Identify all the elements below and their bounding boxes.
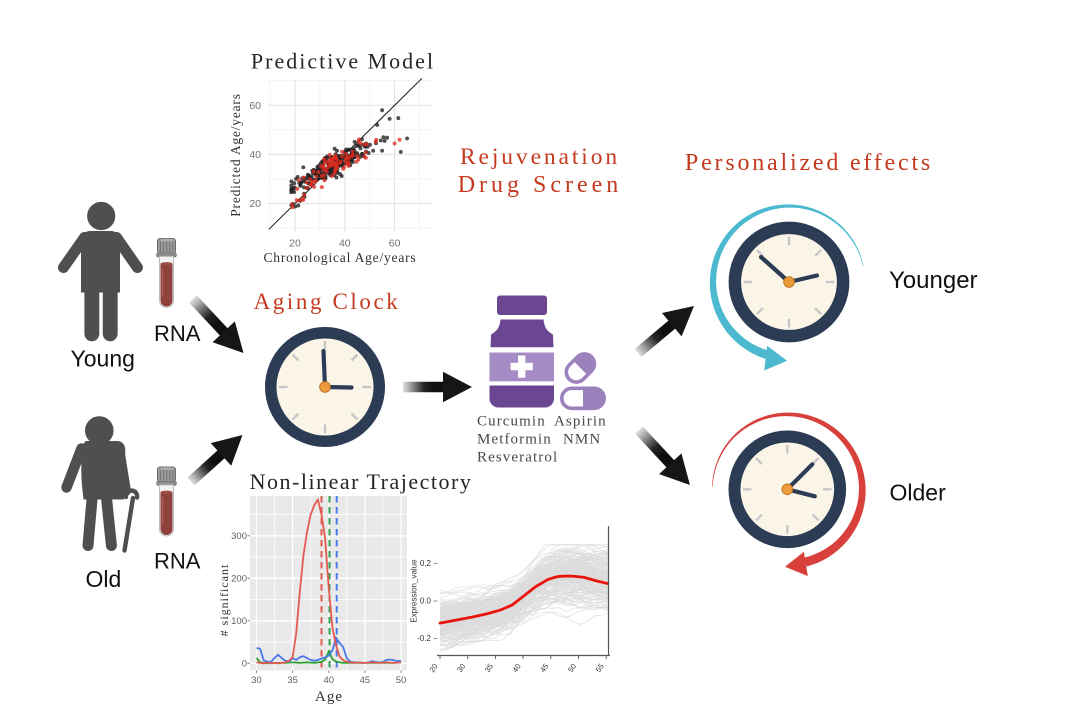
svg-text:Chronological Age/years: Chronological Age/years xyxy=(264,250,417,265)
svg-text:60: 60 xyxy=(249,100,261,112)
svg-text:Non-linear Trajectory: Non-linear Trajectory xyxy=(250,469,473,494)
svg-text:Young: Young xyxy=(71,346,135,372)
svg-text:Drug Screen: Drug Screen xyxy=(458,172,623,198)
svg-text:Expression_value: Expression_value xyxy=(410,559,419,623)
svg-text:Rejuvenation: Rejuvenation xyxy=(460,144,620,170)
svg-text:# significant: # significant xyxy=(217,564,231,637)
svg-text:Older: Older xyxy=(890,480,947,506)
svg-text:30: 30 xyxy=(251,675,262,686)
svg-text:Old: Old xyxy=(86,566,122,592)
svg-text:40: 40 xyxy=(249,149,261,161)
svg-text:200: 200 xyxy=(231,573,247,584)
svg-text:35: 35 xyxy=(483,662,495,674)
svg-text:40: 40 xyxy=(339,238,351,250)
svg-text:-0.2: -0.2 xyxy=(417,634,431,643)
svg-text:Aging Clock: Aging Clock xyxy=(254,289,401,314)
svg-text:0.2: 0.2 xyxy=(420,559,432,568)
svg-text:Predictive Model: Predictive Model xyxy=(251,49,435,74)
svg-text:Personalized effects: Personalized effects xyxy=(685,150,933,176)
svg-text:0.0: 0.0 xyxy=(420,597,432,606)
svg-text:Resveratrol: Resveratrol xyxy=(477,450,558,466)
svg-text:30: 30 xyxy=(455,662,467,674)
svg-text:300: 300 xyxy=(231,531,247,542)
svg-text:50: 50 xyxy=(396,675,407,686)
svg-text:RNA: RNA xyxy=(154,321,201,346)
svg-text:45: 45 xyxy=(538,662,550,674)
svg-text:Predicted Age/years: Predicted Age/years xyxy=(228,93,243,217)
svg-text:20: 20 xyxy=(289,238,301,250)
svg-text:20: 20 xyxy=(249,198,261,210)
svg-text:0: 0 xyxy=(242,658,247,669)
svg-text:45: 45 xyxy=(360,675,371,686)
svg-text:Age: Age xyxy=(315,689,343,705)
svg-text:40: 40 xyxy=(511,662,523,674)
svg-text:55: 55 xyxy=(594,662,606,674)
svg-text:20: 20 xyxy=(427,662,439,674)
svg-text:RNA: RNA xyxy=(154,549,201,574)
svg-text:50: 50 xyxy=(566,662,578,674)
svg-text:40: 40 xyxy=(324,675,335,686)
svg-text:100: 100 xyxy=(231,616,247,627)
svg-text:60: 60 xyxy=(389,238,401,250)
svg-text:35: 35 xyxy=(287,675,298,686)
svg-text:Younger: Younger xyxy=(889,267,978,294)
